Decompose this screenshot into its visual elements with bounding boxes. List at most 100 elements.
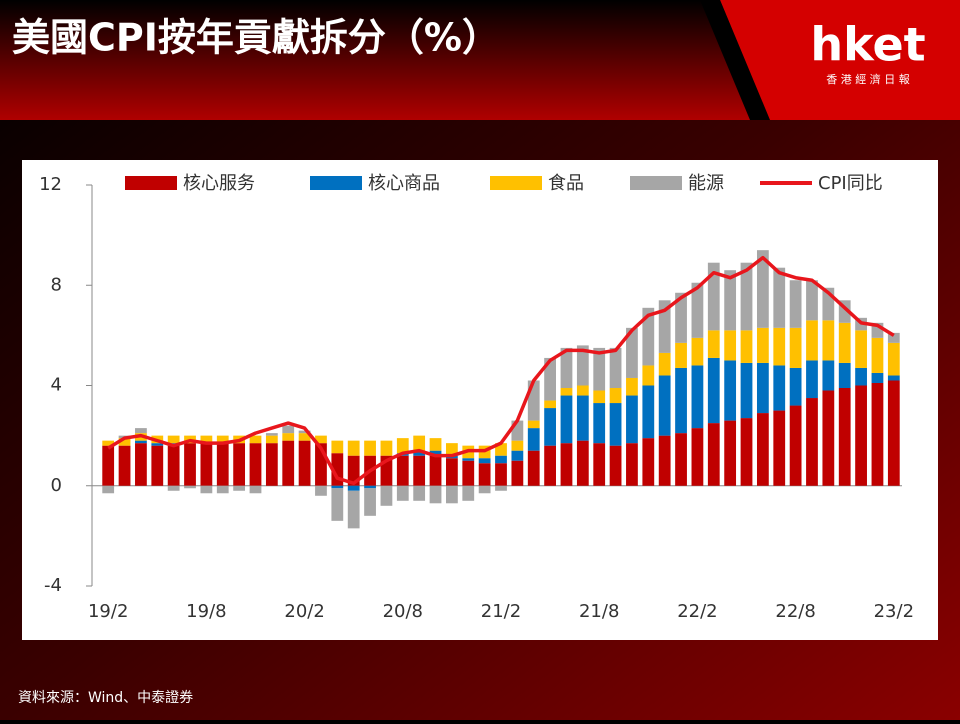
bar [593, 403, 606, 444]
bar [658, 300, 671, 353]
bar [773, 327, 786, 366]
bar [511, 420, 524, 441]
bar [855, 367, 867, 386]
bar [184, 485, 196, 489]
bar [675, 342, 687, 368]
bar [626, 395, 638, 444]
bar [298, 433, 311, 441]
bar [429, 438, 442, 451]
x-tick-label: 19/8 [186, 601, 226, 622]
bar [675, 292, 687, 343]
bar [822, 360, 835, 391]
title: 美國CPI按年貢獻拆分（%） [12, 16, 500, 60]
bar [806, 280, 818, 321]
logo: hket [810, 18, 925, 72]
bar [855, 330, 867, 368]
bar [298, 440, 311, 486]
bar [413, 435, 426, 451]
bar [789, 367, 802, 406]
bar [216, 435, 229, 444]
legend-label: 核心商品 [368, 173, 440, 194]
logo-sub: 香 港 經 濟 日 報 [826, 72, 909, 86]
bar [806, 320, 818, 361]
bar [544, 445, 556, 486]
bar [724, 420, 737, 486]
bar [364, 440, 376, 456]
bar [871, 372, 884, 383]
bar [609, 347, 622, 389]
x-tick-label: 22/2 [677, 601, 717, 622]
logo-panel [720, 0, 960, 120]
bar [216, 443, 229, 486]
bar [200, 435, 213, 444]
legend-swatch [630, 176, 682, 190]
x-tick-label: 20/2 [284, 601, 324, 622]
bar [593, 443, 606, 486]
bar [462, 458, 475, 461]
bar [658, 375, 671, 436]
bar [756, 250, 769, 328]
bar [544, 400, 556, 409]
bar [396, 485, 409, 501]
y-tick-label: 0 [51, 475, 62, 496]
bar [495, 485, 507, 491]
bar [576, 345, 589, 386]
bar [200, 443, 213, 486]
bar [380, 455, 393, 486]
bar [331, 453, 344, 486]
bar [789, 280, 802, 328]
logo-stripe [700, 0, 770, 120]
bar [544, 357, 556, 401]
legend-label: CPI同比 [818, 173, 883, 194]
bar [315, 443, 327, 486]
bar [429, 450, 442, 456]
bar [364, 485, 376, 489]
bar [724, 330, 737, 361]
bar [282, 425, 295, 434]
bar [495, 443, 507, 456]
bar [724, 360, 737, 421]
bar [446, 443, 458, 456]
bar [740, 362, 753, 419]
bar [446, 458, 458, 486]
bar [331, 440, 344, 454]
bar [249, 485, 262, 494]
x-tick-label: 20/8 [383, 601, 423, 622]
bar [626, 377, 638, 396]
bar [118, 438, 131, 446]
bar [478, 485, 491, 494]
bar [773, 365, 786, 411]
bar [773, 410, 786, 486]
bar [707, 330, 720, 358]
bar [560, 347, 573, 389]
bar [364, 488, 376, 516]
bar [315, 485, 327, 496]
bar [576, 440, 589, 486]
bar [347, 455, 360, 486]
bar [527, 380, 540, 421]
bar [887, 342, 900, 376]
y-tick-label: 8 [51, 274, 62, 295]
bar [773, 267, 786, 328]
bar [511, 440, 524, 451]
bar [626, 443, 638, 486]
bar [102, 485, 115, 494]
bar [576, 385, 589, 396]
bar [838, 362, 851, 389]
bar [200, 485, 213, 494]
bar [151, 443, 164, 446]
bar [315, 435, 327, 444]
x-tick-label: 19/2 [88, 601, 128, 622]
bar [658, 435, 671, 486]
bar [478, 458, 491, 464]
bar [642, 385, 655, 439]
bar [822, 390, 835, 486]
bar [527, 420, 540, 429]
bar [380, 440, 393, 456]
bar [380, 485, 393, 506]
bar [642, 307, 655, 366]
bar [871, 322, 884, 338]
bar [167, 485, 180, 491]
source: 資料來源：Wind、中泰證券 [18, 689, 193, 706]
bar [544, 408, 556, 446]
